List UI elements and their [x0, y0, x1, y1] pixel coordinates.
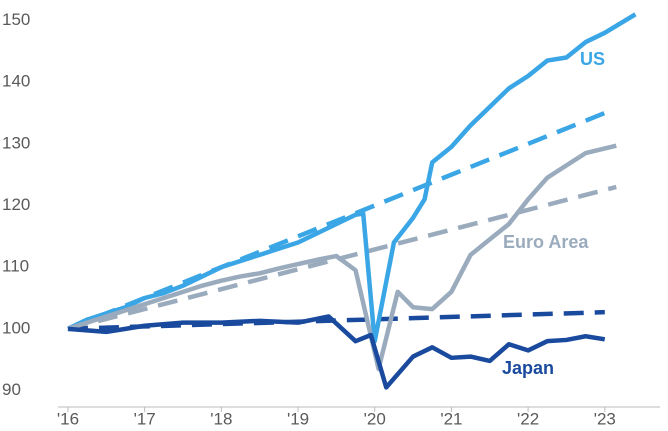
- y-tick-label: 140: [2, 72, 30, 91]
- y-tick-label: 90: [2, 380, 21, 399]
- series-label: Japan: [502, 358, 554, 378]
- series-line: [66, 12, 637, 344]
- y-tick-label: 120: [2, 195, 30, 214]
- x-tick-label: '16: [57, 409, 79, 428]
- x-tick-label: '18: [210, 409, 232, 428]
- series-line: [67, 143, 617, 372]
- trend-line: [67, 309, 605, 332]
- x-tick-label: '23: [594, 409, 616, 428]
- x-tick-label: '21: [440, 409, 462, 428]
- y-tick-label: 110: [2, 257, 29, 276]
- series-label: Euro Area: [503, 232, 589, 252]
- x-tick-label: '22: [517, 409, 539, 428]
- x-tick-label: '17: [134, 409, 156, 428]
- y-tick-label: 150: [2, 10, 30, 29]
- y-tick-label: 100: [2, 318, 30, 337]
- series-label: US: [580, 49, 605, 69]
- x-tick-label: '19: [287, 409, 309, 428]
- x-tick-label: '20: [364, 409, 386, 428]
- y-tick-label: 130: [2, 133, 30, 152]
- series-line: [67, 314, 606, 390]
